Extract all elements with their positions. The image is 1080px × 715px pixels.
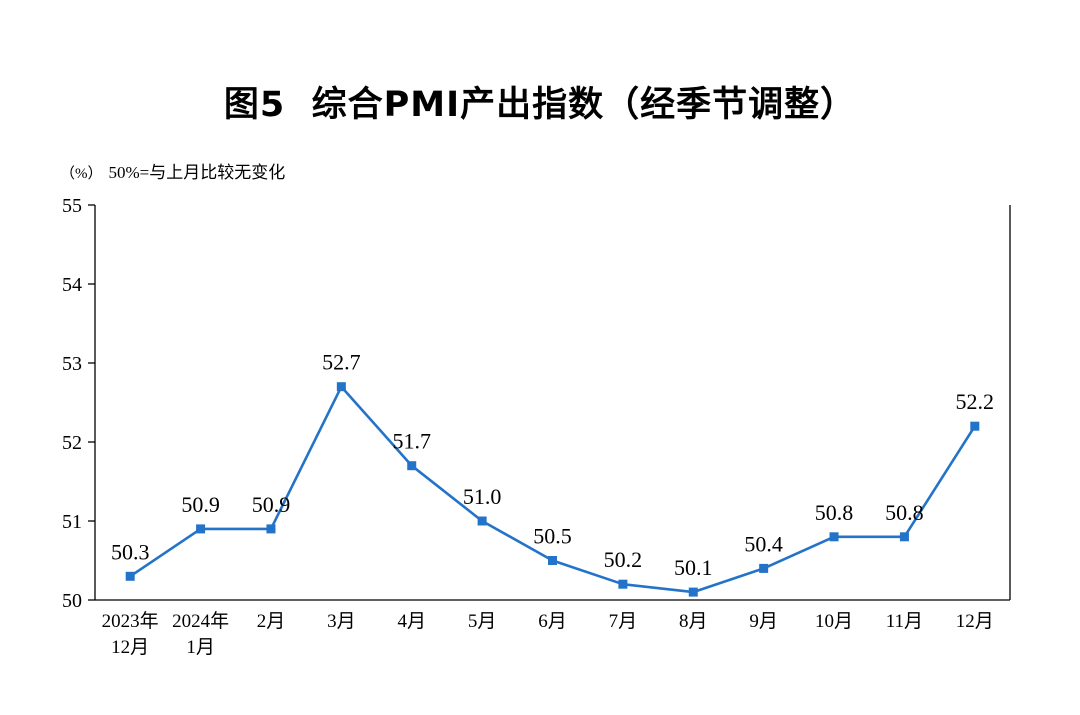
data-point-marker	[548, 556, 557, 565]
y-tick-label: 55	[62, 195, 82, 217]
data-point-label: 50.2	[604, 547, 643, 572]
x-axis-label: 11月	[886, 611, 923, 632]
x-axis-label: 10月	[815, 611, 853, 632]
y-tick-label: 53	[62, 353, 82, 375]
data-point-marker	[477, 516, 487, 526]
data-point-label: 52.2	[956, 389, 995, 414]
x-axis-label: 12月	[956, 611, 994, 632]
data-point-label: 52.7	[322, 350, 361, 375]
data-point-marker	[266, 524, 276, 534]
x-axis-label: 4月	[397, 611, 426, 632]
x-axis-label: 2023年	[102, 610, 159, 632]
data-point-marker	[125, 571, 135, 581]
x-axis-label: 7月	[609, 611, 638, 632]
x-axis-label: 9月	[749, 611, 778, 632]
data-point-label: 50.4	[744, 531, 783, 556]
x-axis-label: 3月	[327, 611, 356, 632]
data-point-marker	[829, 532, 839, 542]
x-axis-label: 2024年	[172, 610, 229, 632]
data-point-marker	[336, 382, 346, 392]
data-point-marker	[759, 563, 769, 573]
x-axis-label: 1月	[186, 637, 215, 658]
data-point-label: 50.3	[111, 539, 150, 564]
data-point-marker	[618, 579, 628, 589]
data-point-marker	[688, 587, 698, 597]
axis-note: （%） 50%=与上月比较无变化	[60, 158, 285, 183]
y-tick-label: 54	[62, 274, 82, 296]
chart-title: 图5 综合PMI产出指数（经季节调整）	[223, 85, 857, 125]
y-tick-label: 50	[62, 590, 82, 612]
data-point-label: 50.1	[674, 555, 713, 580]
y-tick-label: 52	[62, 432, 82, 454]
x-axis-label: 5月	[468, 611, 497, 632]
baseline-note: 50%=与上月比较无变化	[108, 163, 286, 182]
data-point-label: 50.8	[815, 500, 854, 525]
data-point-label: 51.7	[392, 429, 431, 454]
x-axis-label: 6月	[538, 611, 567, 632]
x-axis-label: 8月	[679, 611, 708, 632]
data-point-marker	[407, 461, 417, 471]
data-point-label: 50.5	[533, 524, 572, 549]
data-point-label: 50.9	[252, 492, 291, 517]
y-tick-label: 51	[62, 511, 82, 533]
data-point-label: 50.8	[885, 500, 924, 525]
unit-label: （%）	[60, 166, 103, 182]
data-point-marker	[970, 421, 980, 431]
x-axis-label: 2月	[257, 611, 286, 632]
data-point-marker	[899, 532, 909, 542]
data-point-marker	[196, 524, 206, 534]
data-point-label: 51.0	[463, 484, 502, 509]
x-axis-label: 12月	[111, 637, 149, 658]
data-point-label: 50.9	[181, 492, 220, 517]
